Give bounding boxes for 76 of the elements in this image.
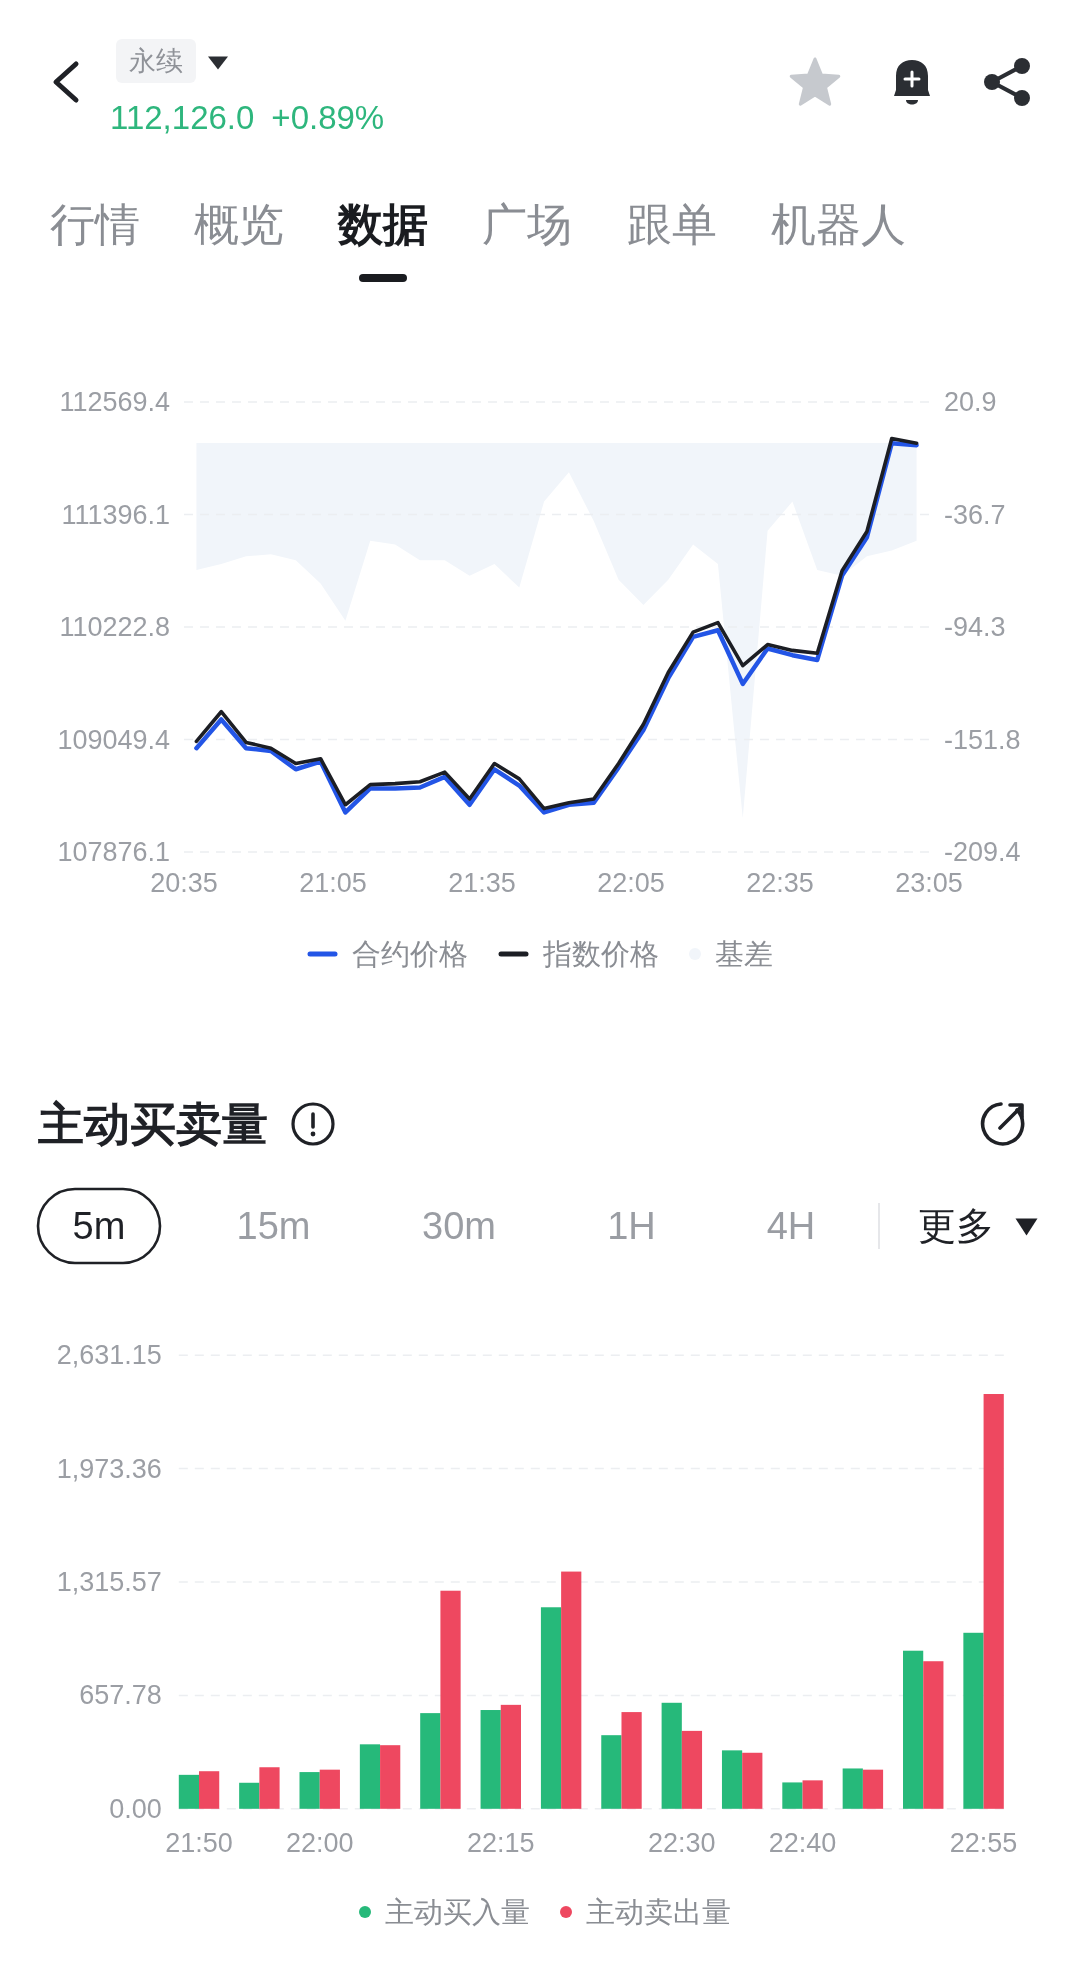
text: 更多 — [917, 1205, 994, 1247]
legend-label: 指数价格 — [542, 938, 659, 970]
y-tick-label: 107876.1 — [57, 837, 170, 868]
text: 4H — [766, 1205, 816, 1247]
text: 机器人 — [770, 198, 906, 250]
text: 30m — [422, 1205, 496, 1247]
bar — [983, 1394, 1004, 1809]
bar — [963, 1632, 984, 1809]
y-tick-label: 109049.4 — [57, 724, 170, 755]
text: 概览 — [194, 198, 284, 250]
bar — [500, 1704, 521, 1809]
bar — [178, 1774, 200, 1809]
bar — [259, 1767, 280, 1809]
y-tick-label: 0.00 — [109, 1793, 162, 1824]
bar — [380, 1745, 401, 1809]
text: 112,126.0 — [110, 98, 255, 136]
bar — [721, 1750, 743, 1809]
y-tick-label: 111396.1 — [61, 499, 170, 530]
y2-tick-label: 20.9 — [944, 387, 997, 418]
x-tick-label: 21:35 — [448, 868, 516, 899]
bar — [561, 1571, 582, 1809]
bar — [681, 1730, 703, 1809]
text: 行情 — [50, 198, 140, 250]
x-tick-label: 22:15 — [466, 1827, 535, 1858]
bar — [903, 1650, 924, 1809]
bar — [742, 1752, 763, 1809]
text: 15m — [236, 1205, 311, 1247]
bar — [299, 1772, 320, 1809]
bar — [199, 1771, 220, 1809]
x-tick-label: 22:35 — [746, 868, 814, 899]
chart-title: 主动买卖量 — [38, 1098, 268, 1150]
y-tick-label: 657.78 — [79, 1680, 162, 1711]
x-tick-label: 22:00 — [285, 1827, 354, 1858]
bar — [802, 1780, 823, 1809]
text: 跟单 — [627, 198, 717, 250]
bar — [842, 1768, 863, 1809]
legend-label: 主动买入量 — [385, 1896, 530, 1928]
y-tick-label: 110222.8 — [59, 612, 170, 643]
x-tick-label: 22:40 — [768, 1827, 837, 1858]
text: 广场 — [482, 198, 572, 250]
bar — [239, 1782, 260, 1809]
bar — [661, 1702, 682, 1809]
bar — [480, 1710, 501, 1809]
y-tick-label: 1,315.57 — [56, 1567, 162, 1597]
x-tick-label: 21:05 — [299, 868, 367, 899]
x-tick-label: 22:30 — [648, 1827, 716, 1858]
bar — [420, 1713, 441, 1809]
y2-tick-label: -36.7 — [944, 499, 1006, 530]
text: 5m — [72, 1205, 126, 1247]
bar — [359, 1744, 381, 1809]
bar — [621, 1712, 642, 1809]
y2-tick-label: -151.8 — [944, 724, 1021, 755]
legend-label: 合约价格 — [352, 938, 468, 970]
y-tick-label: 2,631.15 — [56, 1340, 162, 1371]
bar — [319, 1769, 340, 1809]
x-tick-label: 20:35 — [150, 868, 218, 899]
y2-tick-label: -94.3 — [944, 612, 1006, 643]
legend-label: 主动卖出量 — [586, 1896, 731, 1928]
x-tick-label: 21:50 — [165, 1827, 233, 1858]
y-tick-label: 1,973.36 — [56, 1453, 162, 1484]
text: 数据 — [337, 198, 428, 250]
bar — [440, 1590, 461, 1809]
bar — [782, 1782, 803, 1809]
bar — [601, 1735, 622, 1809]
text: 1H — [607, 1205, 656, 1247]
x-tick-label: 23:05 — [895, 868, 963, 899]
text: 永续 — [129, 46, 183, 76]
text: +0.89% — [271, 98, 385, 136]
y-tick-label: 112569.4 — [59, 387, 170, 418]
x-tick-label: 22:55 — [949, 1827, 1018, 1858]
x-tick-label: 22:05 — [597, 868, 665, 899]
bar — [862, 1769, 884, 1809]
bar — [540, 1607, 562, 1809]
legend-label: 基差 — [715, 938, 773, 970]
y2-tick-label: -209.4 — [944, 837, 1021, 868]
bar — [923, 1661, 944, 1809]
